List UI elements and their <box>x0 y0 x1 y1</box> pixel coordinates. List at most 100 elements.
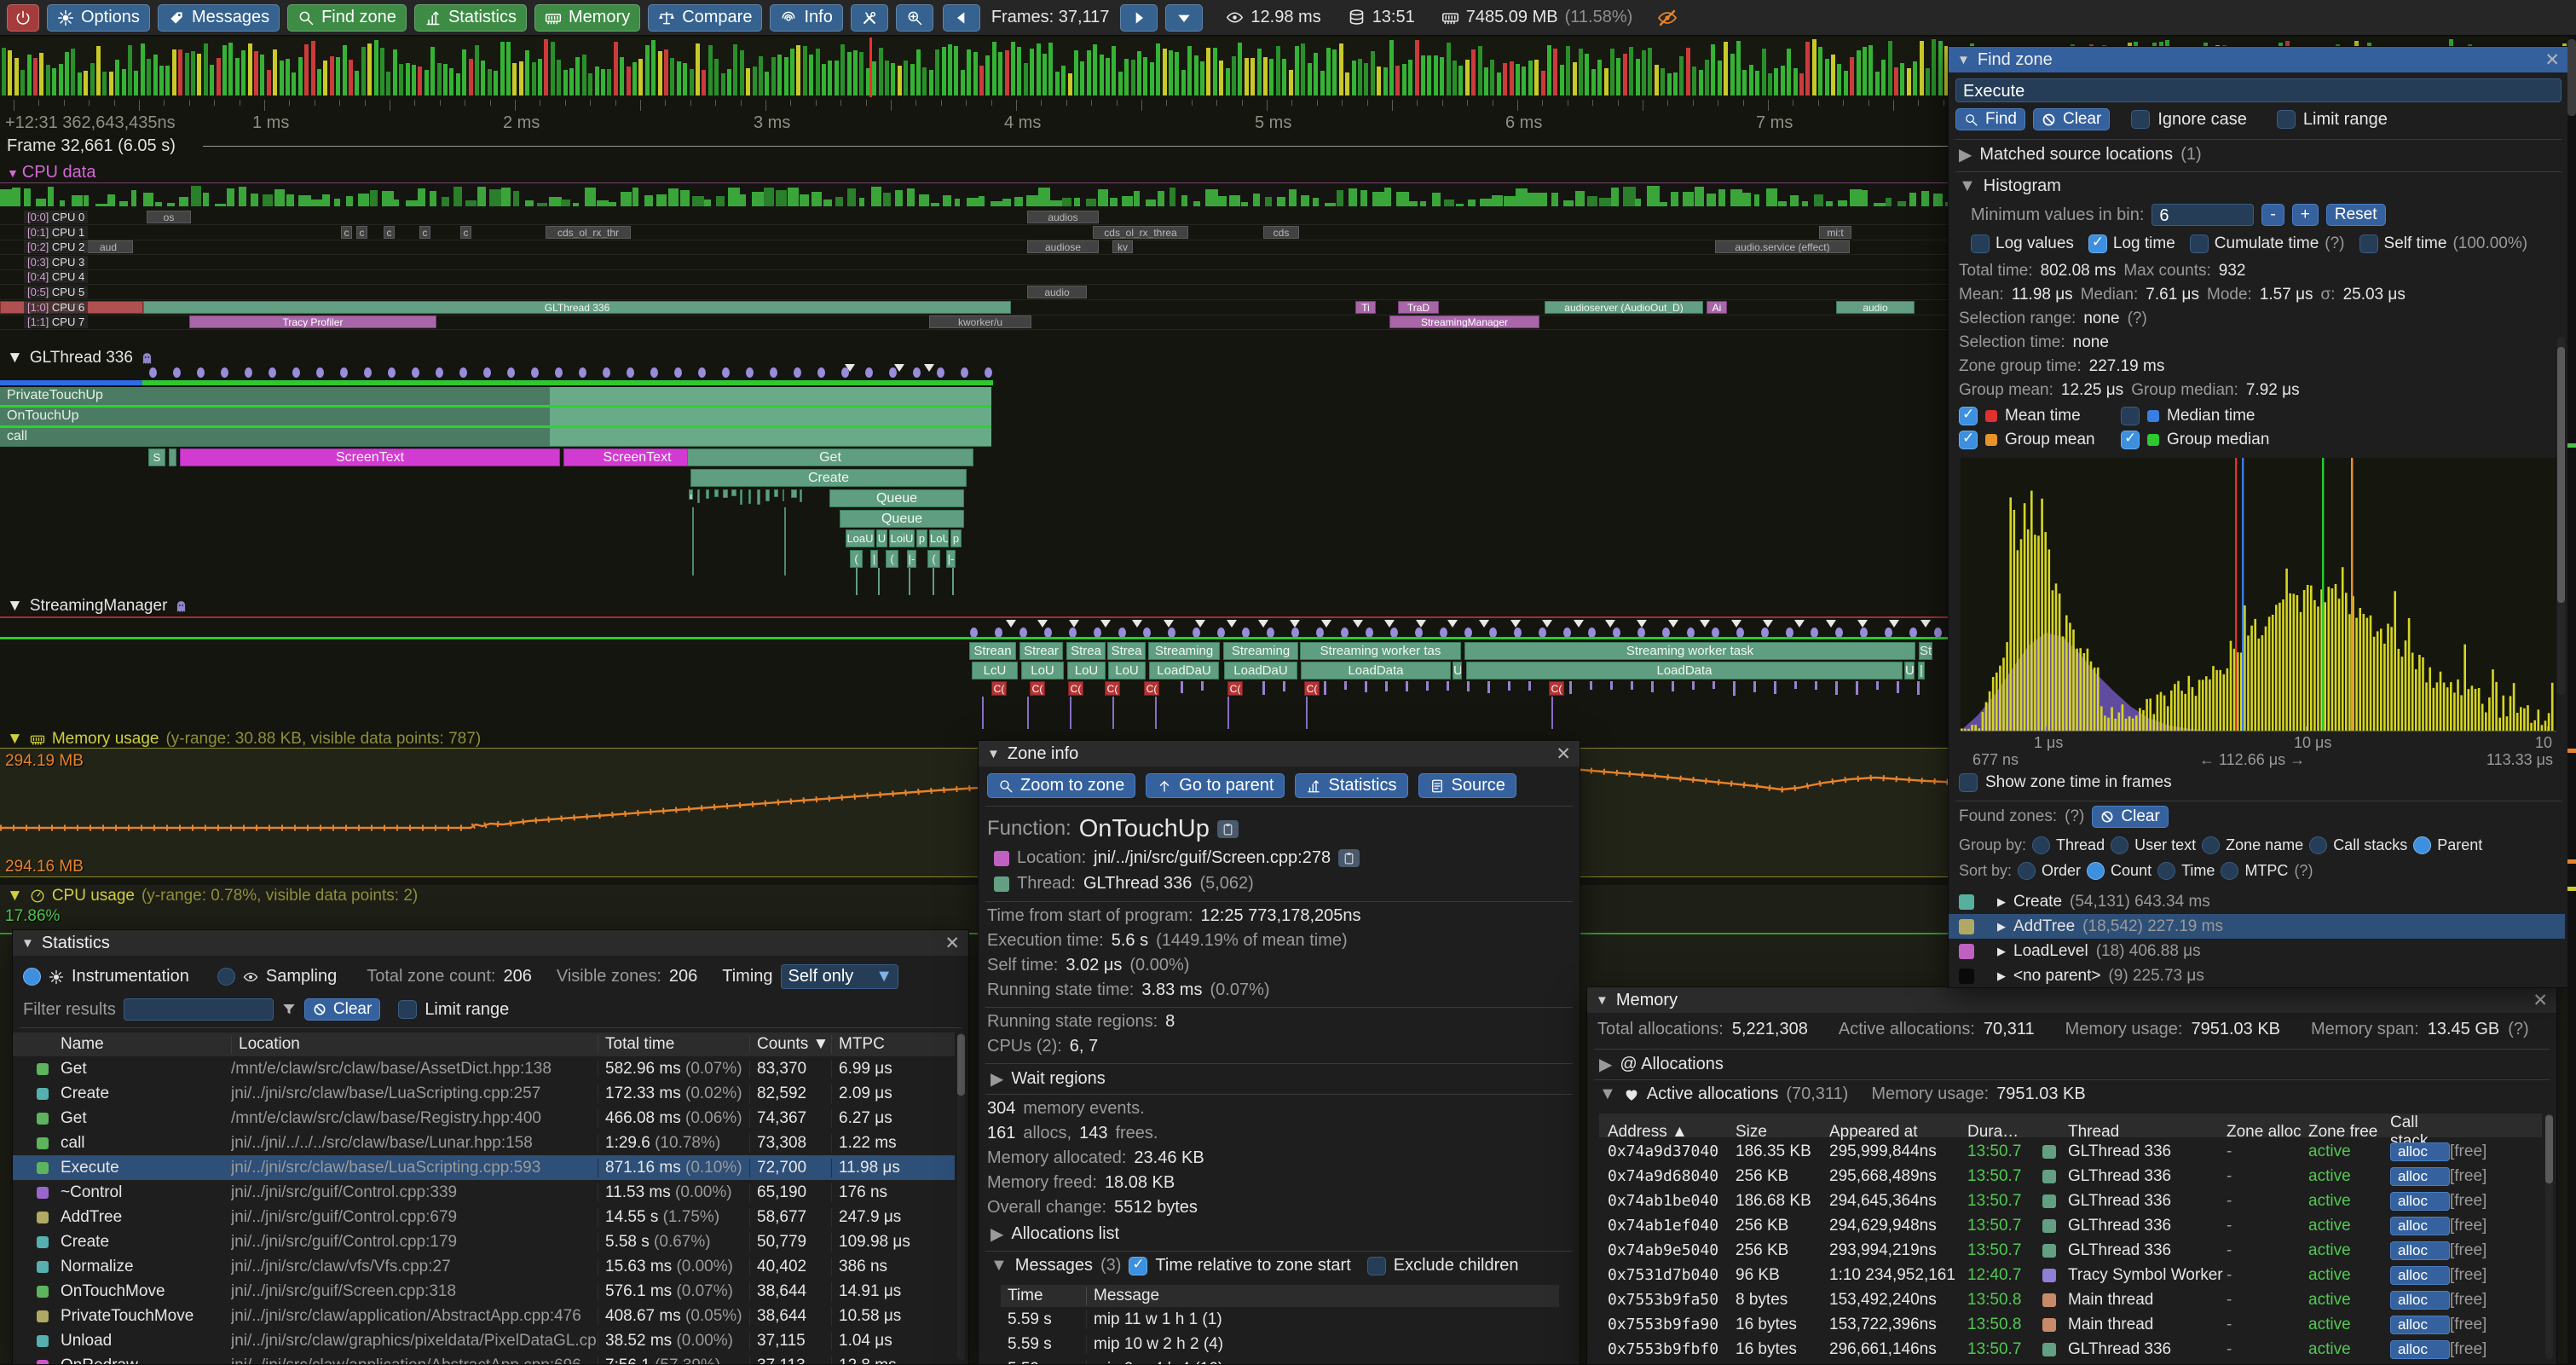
find-zone-search-input[interactable]: Execute <box>1955 78 2562 102</box>
playhead-marker[interactable] <box>869 38 872 97</box>
cpu-data-header[interactable]: ▼ CPU data <box>7 163 95 182</box>
help-icon[interactable]: (?) <box>2508 1020 2528 1039</box>
zone-LoaU[interactable]: LoaU <box>846 529 875 547</box>
cpu-thread-label[interactable]: [0:3] CPU 3 <box>24 256 88 269</box>
toolbar-button-compare[interactable]: Compare <box>648 4 762 32</box>
cpu-slice[interactable]: audio.service (effect) <box>1715 240 1850 253</box>
cpu-thread-label[interactable]: [0:2] CPU 2 <box>24 240 88 253</box>
alloc-callstack-button[interactable]: alloc <box>2390 1266 2450 1285</box>
group-radio-parent[interactable] <box>2413 836 2431 854</box>
clear-button[interactable]: Clear <box>304 998 380 1021</box>
alloc-callstack-button[interactable]: alloc <box>2390 1316 2450 1334</box>
cpu-slice[interactable]: cds <box>1263 226 1299 239</box>
cpu-slice[interactable]: Ti <box>1355 301 1376 314</box>
sample-dot[interactable] <box>316 367 324 378</box>
message-marker[interactable] <box>1416 620 1426 628</box>
found-zone-group[interactable]: ▶LoadLevel(18) 406.88 μs <box>1949 939 2565 963</box>
sample-dot[interactable] <box>770 367 777 378</box>
zone-info-titlebar[interactable]: ▼Zone info✕ <box>979 741 1580 766</box>
messages-col-message[interactable]: Message <box>1086 1287 1559 1305</box>
zone-loaddata[interactable]: LcU <box>972 662 1018 680</box>
expand-arrow-icon[interactable]: ▶ <box>1997 945 2006 958</box>
zone-|[interactable]: | <box>870 550 878 568</box>
sample-dot[interactable] <box>173 367 181 378</box>
sample-dot[interactable] <box>364 367 372 378</box>
zone-loaddata[interactable]: LoU <box>1067 662 1106 680</box>
zone-c[interactable]: C( <box>1105 681 1120 696</box>
zone-streaming-task[interactable]: Strear <box>1019 642 1063 660</box>
alloc-callstack-button[interactable]: alloc <box>2390 1291 2450 1310</box>
zone-streaming-task[interactable]: Streaming <box>1148 642 1220 660</box>
button-source[interactable]: Source <box>1418 773 1516 798</box>
button-statistics[interactable]: Statistics <box>1295 773 1407 798</box>
allocations-toggle[interactable]: ▶@ Allocations <box>1599 1054 1724 1075</box>
option-checkbox-log-time[interactable] <box>2088 234 2107 253</box>
collapsed-arrow-icon[interactable]: ▶ <box>991 1223 1003 1245</box>
cpu-thread-label[interactable]: [0:1] CPU 1 <box>24 226 88 239</box>
message-marker[interactable] <box>1321 620 1331 628</box>
allocations-list-toggle[interactable]: ▶Allocations list <box>991 1223 1119 1245</box>
cpu-slice[interactable]: StreamingManager <box>1389 315 1539 328</box>
message-marker[interactable] <box>1763 620 1773 628</box>
filter-input[interactable] <box>124 998 274 1021</box>
message-marker[interactable] <box>1132 620 1142 628</box>
found-zone-group[interactable]: ▶Create(54,131) 643.34 ms <box>1949 889 2565 914</box>
sample-dot[interactable] <box>985 367 992 378</box>
button-go-to-parent[interactable]: Go to parent <box>1146 773 1285 798</box>
zone-loaddata[interactable]: LoU <box>1021 662 1064 680</box>
main-scrollbar[interactable] <box>2567 36 2576 1363</box>
alloc-callstack-button[interactable]: alloc <box>2390 1217 2450 1235</box>
min-values-input[interactable]: 6 <box>2151 204 2254 226</box>
message-marker[interactable] <box>1668 620 1678 628</box>
zone-c[interactable]: C( <box>1068 681 1083 696</box>
legend-checkbox[interactable] <box>1959 431 1978 449</box>
sort-radio-mtpc[interactable] <box>2221 862 2238 880</box>
zone-S[interactable]: S <box>148 448 165 466</box>
message-marker[interactable] <box>1731 620 1741 628</box>
toolbar-button-trileft[interactable] <box>943 4 980 32</box>
sample-dot[interactable] <box>865 367 873 378</box>
cpu-slice[interactable]: audio <box>1836 301 1915 314</box>
toolbar-button-tools[interactable] <box>851 4 888 32</box>
reset-button[interactable]: Reset <box>2326 204 2386 226</box>
cpu-slice[interactable]: Tracy Profiler <box>189 315 436 328</box>
sample-dot[interactable] <box>722 367 730 378</box>
zone-LoiU[interactable]: LoiU <box>889 529 915 547</box>
sample-dot[interactable] <box>149 367 157 378</box>
group-radio-zone-name[interactable] <box>2202 836 2220 854</box>
cpu-slice[interactable]: c <box>384 226 395 239</box>
sample-dot[interactable] <box>603 367 610 378</box>
sample-dot[interactable] <box>436 367 443 378</box>
collapse-arrow-icon[interactable]: ▼ <box>1957 53 1970 67</box>
close-icon[interactable]: ✕ <box>2544 49 2560 71</box>
zone-([interactable]: ( <box>850 550 863 568</box>
message-marker[interactable] <box>1353 620 1363 628</box>
sample-dot[interactable] <box>459 367 467 378</box>
collapsed-arrow-icon[interactable]: ▶ <box>1599 1054 1612 1075</box>
zone-loaddata[interactable]: LoadData <box>1301 662 1451 680</box>
sample-dot[interactable] <box>292 367 300 378</box>
cpu-slice[interactable]: audiose <box>1027 240 1099 253</box>
zone-c[interactable]: C( <box>1030 681 1045 696</box>
found-clear-button[interactable]: Clear <box>2092 806 2168 828</box>
zone-loaddata[interactable]: LoadDaU <box>1149 662 1219 680</box>
eyeoff-icon[interactable] <box>1657 8 1678 28</box>
message-marker[interactable] <box>1889 620 1899 628</box>
find-zone-titlebar[interactable]: ▼Find zone✕ <box>1949 47 2568 72</box>
toolbar-button-searchplus[interactable] <box>896 4 933 32</box>
zone-tiny[interactable] <box>783 489 784 501</box>
group-radio-thread[interactable] <box>2032 836 2050 854</box>
copy-button[interactable] <box>1217 820 1239 838</box>
cpu-slice[interactable]: GLThread 336 <box>143 301 1011 314</box>
cpu-slice[interactable]: c <box>356 226 367 239</box>
main-scrollbar-handle[interactable] <box>2567 39 2576 116</box>
legend-checkbox[interactable] <box>1959 407 1978 425</box>
sample-dot[interactable] <box>674 367 682 378</box>
